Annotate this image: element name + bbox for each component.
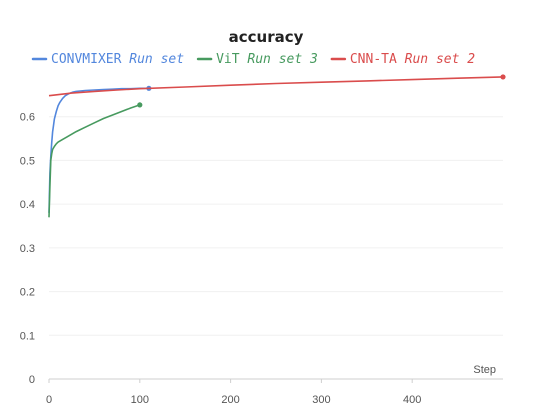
y-tick-label: 0.3 [20,243,35,255]
legend: CONVMIXER Run set ViT Run set 3 CNN-TA Run… [31,52,475,67]
y-tick-label: 0.6 [20,112,35,124]
x-tick-label: 100 [131,394,149,406]
series-end-point-1 [137,102,143,108]
chart-title: accuracy [229,28,304,46]
x-tick-label: 200 [221,394,239,406]
y-tick-label: 0.1 [20,330,35,342]
series-line-1 [48,104,141,218]
y-tick-labels: 0 0.1 0.2 0.3 0.4 0.5 0.6 [20,112,35,386]
y-tick-label: 0.4 [20,199,35,211]
y-tick-label: 0 [29,374,35,386]
x-tick-label: 300 [312,394,330,406]
legend-entry-0: CONVMIXER Run set [51,52,184,67]
series-end-point-2 [500,74,506,80]
series-line-2 [48,76,504,97]
x-tick-label: 400 [403,394,421,406]
x-tick-labels: 0 100 200 300 400 [46,379,421,406]
series-lines [48,74,506,218]
series-line-0 [48,87,149,213]
y-tick-label: 0.5 [20,155,35,167]
y-tick-label: 0.2 [20,287,35,299]
legend-entry-1: ViT Run set 3 [216,52,318,67]
x-tick-label: 0 [46,394,52,406]
x-axis-label: Step [473,364,496,376]
legend-entry-2: CNN-TA Run set 2 [350,52,475,67]
grid [49,116,503,336]
